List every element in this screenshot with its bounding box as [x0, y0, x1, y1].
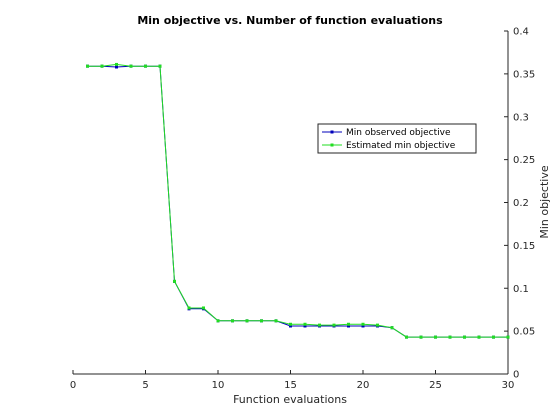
chart-title: Min objective vs. Number of function eva… — [137, 14, 443, 27]
series-point-1 — [419, 335, 423, 339]
series-point-1 — [332, 323, 336, 327]
legend-swatch-marker — [330, 130, 334, 134]
x-tick-label: 0 — [70, 380, 76, 391]
x-tick-label: 30 — [502, 380, 515, 391]
legend-box — [317, 123, 477, 154]
series-point-1 — [86, 64, 89, 68]
series-point-0 — [115, 65, 118, 69]
series-point-1 — [202, 306, 205, 310]
series-point-1 — [231, 319, 234, 323]
legend-entry: Min observed objective — [346, 128, 451, 138]
y-axis-label: Min objective — [538, 165, 551, 238]
series-point-1 — [405, 335, 408, 339]
series-point-1 — [390, 326, 394, 330]
series-point-1 — [158, 64, 162, 68]
series-point-0 — [347, 324, 350, 328]
series-point-1 — [144, 64, 147, 68]
series-point-1 — [492, 335, 495, 339]
series-point-1 — [303, 322, 307, 326]
legend-entry: Estimated min objective — [346, 141, 456, 151]
series-point-1 — [376, 323, 379, 327]
series-point-1 — [506, 335, 510, 339]
legend: Min observed objective Estimated min obje… — [317, 123, 477, 154]
x-tick-label: 15 — [284, 380, 297, 391]
series-point-1 — [289, 322, 292, 326]
series-point-0 — [361, 324, 365, 328]
y-tick-label: 0.15 — [513, 241, 535, 252]
series-point-1 — [274, 319, 278, 323]
series-line-1 — [87, 63, 508, 338]
x-tick-label: 20 — [357, 380, 370, 391]
series-point-1 — [361, 322, 365, 326]
y-tick-label: 0 — [513, 370, 519, 381]
y-tick-label: 0.35 — [513, 69, 535, 80]
series-layer — [86, 62, 510, 339]
series-point-1 — [477, 335, 481, 339]
series-point-1 — [173, 279, 176, 283]
series-point-0 — [303, 324, 307, 328]
x-tick-label: 25 — [429, 380, 442, 391]
x-tick-label: 10 — [212, 380, 225, 391]
y-tick-label: 0.1 — [513, 284, 529, 295]
y-tick-label: 0.3 — [513, 112, 529, 123]
series-line-0 — [87, 65, 508, 338]
series-point-0 — [289, 324, 292, 328]
series-point-1 — [187, 306, 191, 310]
y-tick-label: 0.05 — [513, 327, 535, 338]
series-point-1 — [245, 319, 249, 323]
series-point-1 — [434, 335, 437, 339]
axes: 0 5 10 15 20 25 3000.050.10.150.20.250.30.350.… — [70, 27, 535, 392]
y-tick-label: 0.2 — [513, 198, 529, 209]
legend-swatch-marker — [330, 143, 334, 147]
series-point-1 — [347, 322, 350, 326]
series-point-1 — [260, 319, 263, 323]
y-tick-label: 0.4 — [513, 27, 529, 38]
series-point-1 — [448, 335, 452, 339]
series-point-1 — [115, 62, 118, 66]
series-point-1 — [463, 335, 466, 339]
series-point-1 — [129, 64, 133, 68]
y-tick-label: 0.25 — [513, 155, 535, 166]
x-axis-label: Function evaluations — [233, 393, 347, 406]
series-point-1 — [100, 64, 104, 68]
x-tick-label: 5 — [142, 380, 148, 391]
series-point-1 — [318, 323, 321, 327]
series-point-1 — [216, 319, 220, 323]
